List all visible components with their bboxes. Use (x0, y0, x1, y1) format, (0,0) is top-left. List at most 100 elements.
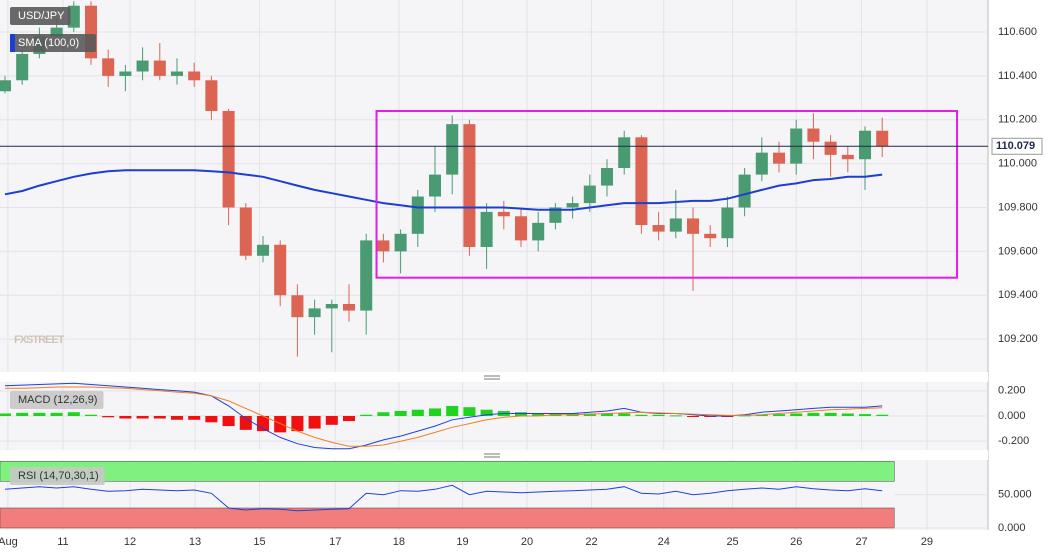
x-tick-label: 29 (921, 536, 933, 548)
x-tick-label: Aug (0, 536, 18, 548)
candle-body (239, 207, 252, 256)
histogram-bar (33, 412, 46, 416)
histogram-bar (0, 413, 12, 416)
histogram-bar (308, 416, 321, 429)
panel-title: MACD (12,26,9) (18, 394, 97, 406)
title-box (10, 7, 71, 25)
candle-body (704, 233, 717, 239)
x-tick-label: 17 (329, 536, 341, 548)
histogram-bar (377, 412, 390, 416)
histogram-bar (858, 414, 872, 416)
histogram-bar (119, 416, 132, 419)
candle-body (772, 152, 786, 164)
histogram-bar (652, 414, 665, 416)
histogram-bar (772, 414, 786, 416)
legend-swatch (10, 34, 15, 52)
x-tick-label: 19 (456, 536, 468, 548)
candle-body (16, 53, 29, 81)
drag-handle[interactable] (484, 453, 500, 458)
y-tick-label: 109.800 (998, 201, 1038, 213)
histogram-bar (755, 414, 768, 416)
candle-body (566, 203, 579, 208)
histogram-bar (635, 414, 648, 416)
x-tick-label: 20 (521, 536, 533, 548)
y-tick-label: 109.200 (998, 333, 1038, 345)
histogram-bar (876, 414, 889, 416)
histogram-bar (532, 413, 545, 416)
histogram-bar (841, 413, 854, 416)
candle-body (291, 295, 304, 318)
y-tick-label: 0.000 (998, 410, 1026, 422)
main-panel (0, 0, 988, 372)
candle-body (377, 240, 390, 252)
histogram-bar (84, 414, 98, 416)
y-tick-label: -0.200 (998, 435, 1029, 447)
x-tick-label: 26 (790, 536, 802, 548)
candle-body (841, 154, 854, 160)
x-tick-label: 24 (658, 536, 670, 548)
candle-body (342, 304, 356, 311)
x-tick-label: 25 (726, 536, 738, 548)
histogram-bar (669, 415, 682, 417)
histogram-bar (342, 416, 356, 422)
y-tick-label: 50.000 (998, 489, 1032, 501)
candle-body (549, 207, 562, 223)
candle-body (463, 124, 476, 247)
last-price-label: 110.079 (996, 140, 1035, 152)
histogram-bar (446, 405, 459, 416)
x-tick-label: 27 (855, 536, 867, 548)
histogram-bar (618, 413, 631, 416)
legend-box (10, 34, 96, 52)
candle-body (205, 80, 218, 111)
candle-body (188, 71, 201, 81)
drag-handle[interactable] (484, 375, 500, 380)
histogram-bar (102, 416, 115, 418)
histogram-bar (291, 416, 304, 432)
candle-body (102, 58, 115, 76)
last-price-box (991, 137, 1043, 155)
histogram-bar (325, 416, 338, 425)
candle-body (824, 141, 837, 155)
watermark: FXSTREET (14, 334, 65, 346)
series-line (4, 169, 883, 211)
x-tick-label: 13 (189, 536, 201, 548)
y-tick-label: 109.400 (998, 289, 1038, 301)
candle-body (153, 60, 166, 76)
candle-body (480, 211, 493, 247)
candle-body (669, 218, 682, 232)
candle-body (618, 137, 631, 169)
legend-label: SMA (100,0) (18, 37, 79, 49)
panel-title: RSI (14,70,30,1) (18, 470, 99, 482)
histogram-bar (583, 413, 596, 416)
candle-body (738, 174, 751, 208)
y-tick-label: 110.400 (998, 70, 1037, 82)
histogram-bar (16, 412, 29, 416)
candle-body (652, 225, 665, 232)
x-tick-label: 11 (57, 536, 68, 548)
candle-body (428, 174, 442, 197)
histogram-bar (480, 409, 493, 416)
x-tick-label: 15 (253, 536, 265, 548)
histogram-bar (394, 410, 407, 416)
candle-body (446, 124, 459, 175)
candle-body (497, 211, 510, 217)
histogram-bar (153, 416, 166, 419)
x-tick-label: 12 (124, 536, 136, 548)
histogram-bar (50, 412, 63, 416)
title-box (10, 467, 105, 485)
histogram-bar (463, 407, 476, 416)
histogram-bar (807, 412, 820, 416)
histogram-bar (824, 412, 837, 416)
candle-body (600, 168, 614, 186)
x-tick-label: 18 (393, 536, 405, 548)
panel-title: USD/JPY (18, 10, 65, 22)
candle-body (360, 240, 373, 311)
candle-body (394, 233, 407, 252)
candle-body (755, 152, 768, 175)
zone (0, 507, 895, 529)
y-tick-label: 0.200 (998, 385, 1026, 397)
histogram-bar (67, 412, 80, 416)
histogram-bar (136, 416, 149, 419)
histogram-bar (188, 416, 201, 420)
